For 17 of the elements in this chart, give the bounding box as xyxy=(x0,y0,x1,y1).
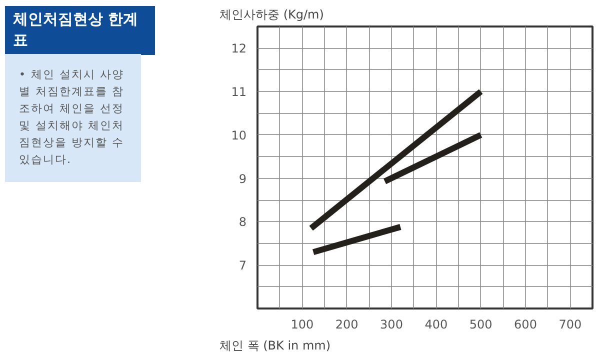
x-tick-label: 500 xyxy=(469,318,492,332)
x-tick-label: 200 xyxy=(335,318,358,332)
x-tick-label: 100 xyxy=(290,318,314,332)
y-tick-label: 8 xyxy=(238,215,247,230)
y-tick-label: 10 xyxy=(231,128,247,142)
x-tick-label: 300 xyxy=(380,318,403,332)
y-tick-label: 12 xyxy=(231,42,247,56)
text: • 체인 설치시 사양별 처짐한계표를 참조하여 체인을 선정및 설치해야 체인처짐현상을 방지할 수 있습니다. xyxy=(5,54,141,182)
y-tick-label: 11 xyxy=(231,85,247,100)
x-tick-label: 600 xyxy=(514,318,537,332)
y-tick-label: 9 xyxy=(238,172,247,186)
text: 체인처짐현상 한계표 xyxy=(5,6,155,55)
x-tick-label: 400 xyxy=(424,318,448,332)
x-axis-title: 체인 폭 (BK in mm) xyxy=(220,338,331,352)
x-tick-label: 700 xyxy=(558,318,582,332)
y-axis-title: 체인사하중 (Kg/m) xyxy=(220,8,324,22)
y-tick-label: 7 xyxy=(238,258,247,273)
